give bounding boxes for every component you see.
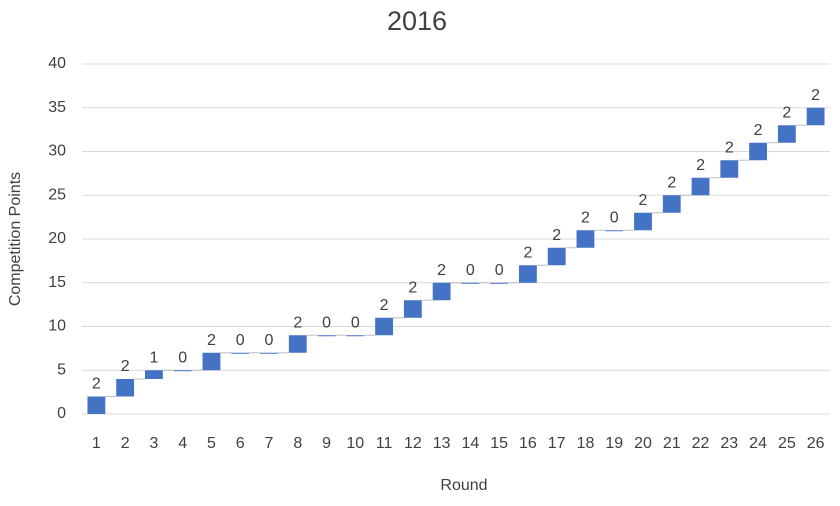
data-label: 2 [639, 192, 648, 209]
bar [260, 352, 278, 354]
x-tick-label: 26 [807, 435, 825, 452]
bar [202, 352, 221, 371]
data-label: 0 [495, 262, 504, 279]
bar [519, 265, 537, 283]
bar [231, 352, 250, 354]
x-tick-label: 20 [634, 435, 652, 452]
x-tick-label: 4 [178, 435, 187, 452]
data-label: 2 [293, 314, 302, 331]
x-tick-label: 17 [548, 435, 566, 452]
x-tick-label: 14 [461, 435, 479, 452]
x-tick-label: 24 [749, 435, 767, 452]
data-label: 0 [236, 332, 245, 349]
x-tick-label: 15 [490, 435, 508, 452]
data-label: 2 [207, 332, 216, 349]
bar [375, 317, 393, 336]
bar [173, 370, 192, 372]
bar [547, 247, 566, 266]
x-tick-label: 6 [236, 435, 245, 452]
bar [720, 160, 739, 178]
x-tick-label: 16 [519, 435, 537, 452]
data-label: 2 [552, 227, 561, 244]
x-tick-label: 9 [322, 435, 331, 452]
bar [749, 142, 767, 161]
bar [317, 335, 336, 337]
y-tick-label: 30 [48, 143, 66, 160]
y-tick-label: 15 [48, 274, 66, 291]
bar [461, 282, 480, 284]
bar [87, 396, 106, 414]
data-label: 2 [523, 244, 532, 261]
data-label: 2 [811, 87, 820, 104]
x-tick-label: 18 [577, 435, 595, 452]
data-label: 1 [149, 349, 158, 366]
y-tick-label: 5 [57, 361, 66, 378]
bar [634, 212, 652, 231]
data-label: 0 [610, 209, 619, 226]
bar [346, 335, 365, 337]
x-tick-label: 22 [692, 435, 710, 452]
data-label: 2 [696, 157, 705, 174]
bar [806, 107, 825, 126]
x-tick-label: 8 [293, 435, 302, 452]
y-tick-label: 0 [57, 405, 66, 422]
bar [605, 230, 624, 232]
y-tick-label: 25 [48, 186, 66, 203]
y-tick-label: 35 [48, 99, 66, 116]
x-tick-label: 3 [149, 435, 158, 452]
bar [403, 300, 422, 318]
data-label: 2 [437, 262, 446, 279]
x-tick-label: 10 [346, 435, 364, 452]
bar [777, 125, 796, 143]
x-tick-label: 5 [207, 435, 216, 452]
x-tick-label: 21 [663, 435, 681, 452]
x-tick-label: 23 [720, 435, 738, 452]
x-axis-label: Round [440, 477, 487, 494]
data-label: 2 [581, 209, 590, 226]
x-tick-label: 19 [605, 435, 623, 452]
data-label: 0 [322, 314, 331, 331]
data-label: 2 [667, 174, 676, 191]
bar [490, 282, 509, 284]
data-label: 0 [178, 349, 187, 366]
data-label: 2 [408, 279, 417, 296]
y-tick-label: 20 [48, 230, 66, 247]
data-label: 2 [754, 122, 763, 139]
bar [116, 379, 135, 397]
data-label: 0 [351, 314, 360, 331]
x-tick-label: 12 [404, 435, 422, 452]
bar [432, 282, 451, 301]
y-tick-label: 10 [48, 318, 66, 335]
chart-title: 2016 [387, 6, 447, 36]
data-label: 2 [121, 358, 130, 375]
bar [691, 177, 710, 196]
y-tick-label: 40 [48, 55, 66, 72]
data-label: 2 [92, 376, 101, 393]
x-tick-label: 7 [265, 435, 274, 452]
data-label: 0 [265, 332, 274, 349]
data-label: 2 [782, 104, 791, 121]
x-tick-label: 13 [433, 435, 451, 452]
data-label: 0 [466, 262, 475, 279]
y-axis-label: Competition Points [7, 172, 24, 306]
bar [662, 195, 681, 213]
bar [145, 370, 163, 379]
x-tick-label: 11 [376, 435, 393, 452]
x-tick-label: 25 [778, 435, 796, 452]
x-tick-label: 2 [121, 435, 130, 452]
data-label: 2 [725, 139, 734, 156]
x-tick-label: 1 [92, 435, 101, 452]
data-label: 2 [380, 297, 389, 314]
bar [576, 230, 595, 248]
bar [288, 335, 307, 353]
